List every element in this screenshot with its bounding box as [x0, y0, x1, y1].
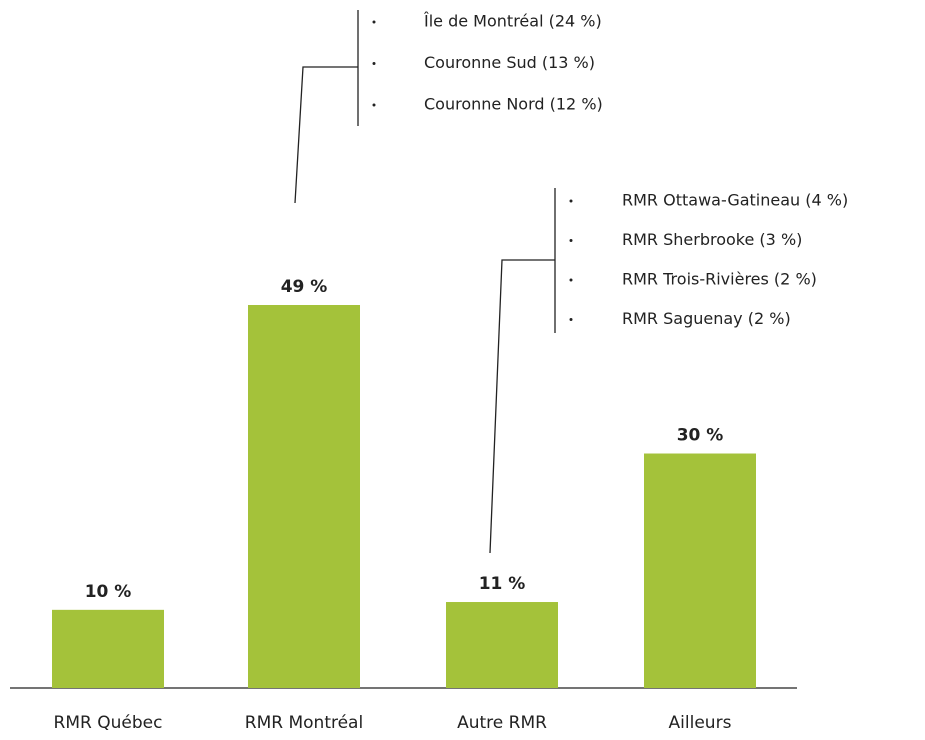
value-label: 49 % — [281, 277, 328, 297]
x-tick-label: Autre RMR — [457, 713, 547, 733]
bullet — [569, 239, 573, 242]
annotation-item: RMR Saguenay (2 %) — [622, 309, 791, 328]
bullet — [372, 20, 376, 24]
bar — [52, 609, 164, 688]
annotation-item: RMR Trois-Rivières (2 %) — [622, 270, 817, 289]
bullet — [569, 199, 573, 203]
bullet — [569, 318, 573, 321]
value-label: 30 % — [677, 426, 724, 446]
annotation-item: Île de Montréal (24 %) — [423, 12, 602, 31]
connector-line — [489, 259, 555, 554]
value-label: 10 % — [85, 582, 132, 602]
value-label: 11 % — [479, 574, 526, 594]
bar — [644, 453, 756, 688]
annotation-item: RMR Sherbrooke (3 %) — [622, 230, 802, 249]
annotation-item: RMR Ottawa-Gatineau (4 %) — [622, 191, 848, 210]
annotation-item: Couronne Nord (12 %) — [424, 95, 603, 114]
x-tick-label: Ailleurs — [669, 713, 732, 733]
x-tick-label: RMR Québec — [54, 713, 163, 733]
bullet — [372, 62, 376, 65]
bar — [446, 602, 558, 688]
bar — [248, 305, 360, 688]
annotation-item: Couronne Sud (13 %) — [424, 53, 595, 72]
connector-line — [294, 66, 358, 204]
bullet — [569, 278, 573, 282]
bullet — [372, 103, 376, 107]
x-tick-label: RMR Montréal — [245, 713, 363, 733]
